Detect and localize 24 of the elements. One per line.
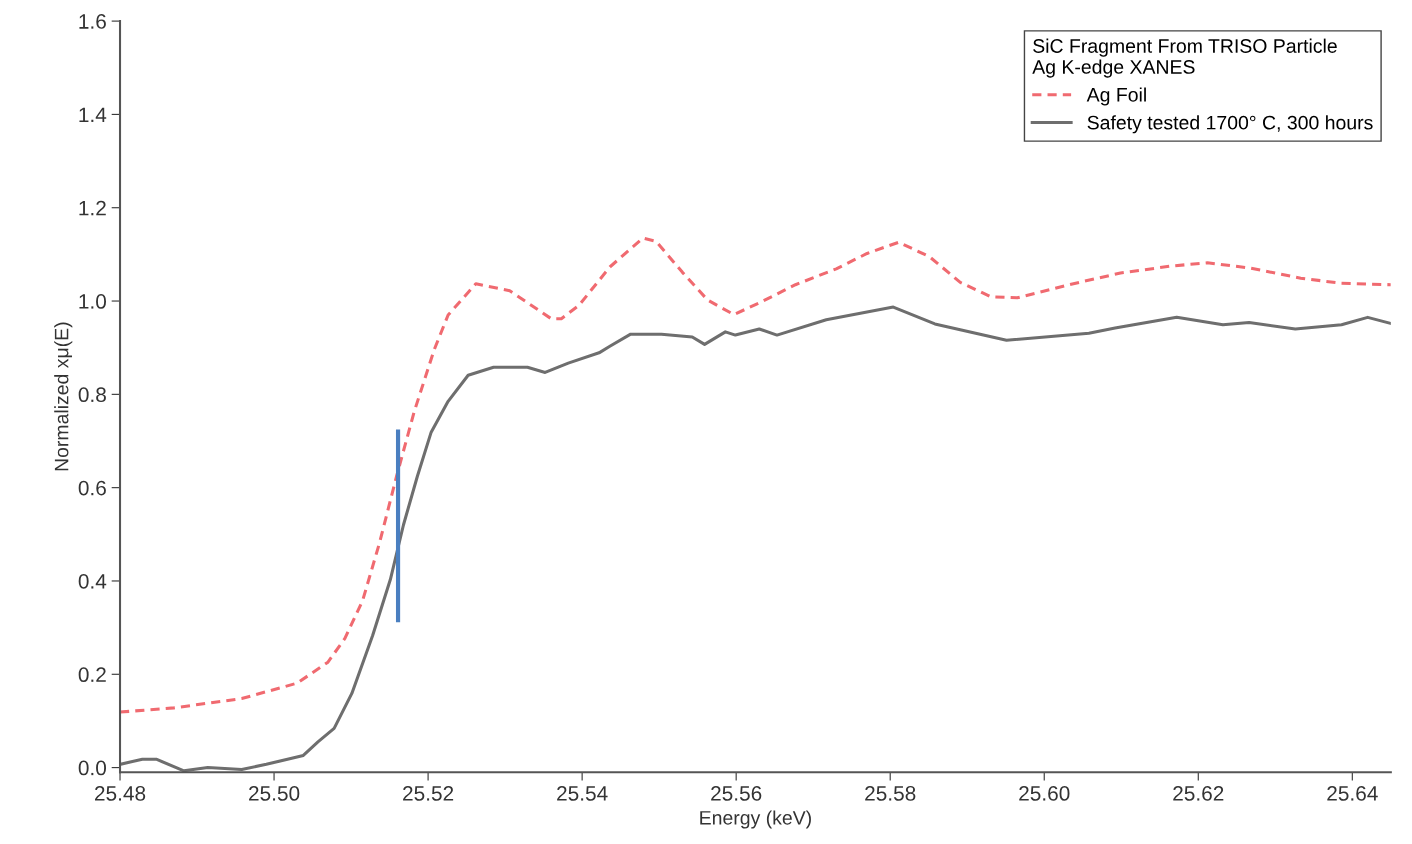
y-tick-label: 0.8: [78, 387, 106, 403]
y-tick-label: 0.0: [78, 760, 107, 776]
x-tick-label: 25.50: [249, 786, 300, 801]
x-tick-label: 25.52: [403, 786, 454, 801]
y-tick-label: 0.4: [78, 573, 107, 589]
y-axis-title: Normalized xμ(E): [54, 322, 73, 471]
legend-title: SiC Fragment From TRISO Particle Ag K-edge XANES: [1032, 38, 1337, 78]
y-tick-label: 1.6: [79, 14, 106, 29]
y-tick-label: 1.2: [79, 200, 106, 216]
x-tick-label: 25.64: [1327, 786, 1378, 801]
y-tick-label: 0.6: [78, 480, 106, 496]
y-tick-label: 1.4: [79, 107, 107, 122]
x-tick-label: 25.62: [1173, 786, 1224, 801]
line-series: [120, 236, 1391, 714]
legend-label: Ag Foil: [1086, 87, 1146, 106]
x-tick-label: 25.56: [711, 786, 762, 801]
y-tick-label: 1.0: [79, 294, 107, 309]
x-axis-title: Energy (keV): [700, 810, 811, 829]
legend-label: Safety tested 1700° C, 300 hours: [1087, 115, 1373, 134]
x-tick-label: 25.48: [95, 786, 146, 801]
x-tick-label: 25.54: [557, 786, 608, 801]
y-tick-label: 0.2: [78, 667, 106, 683]
x-tick-label: 25.60: [1019, 786, 1070, 801]
x-tick-label: 25.58: [865, 786, 916, 801]
